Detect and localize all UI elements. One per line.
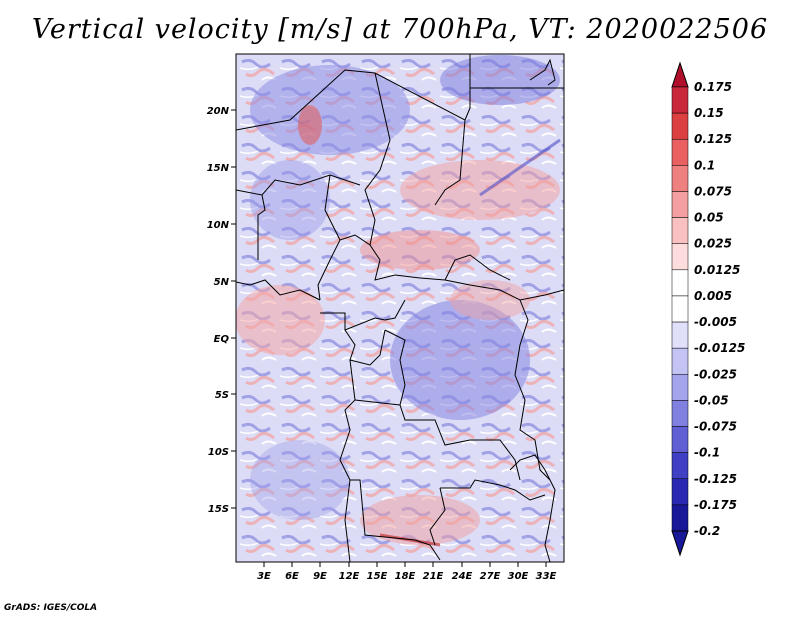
lon-tick-label: 18E	[395, 571, 416, 582]
lon-axis: 3E 6E 9E 12E 15E 18E 21E 24E 27E 30E 33E	[257, 562, 557, 582]
lon-tick-label: 3E	[257, 571, 271, 582]
colorbar: 0.175 0.15 0.125 0.1 0.075 0.05 0.025 0.0125 0.0…	[671, 61, 745, 557]
lat-tick-label: 10S	[208, 447, 229, 458]
colorbar-swatch	[671, 452, 689, 480]
colorbar-max-arrow	[671, 61, 689, 88]
grads-credit: GrADS: IGES/COLA	[4, 603, 98, 613]
lon-tick-label: 21E	[423, 571, 444, 582]
lon-tick-label: 6E	[285, 571, 299, 582]
lon-tick-label: 30E	[508, 571, 529, 582]
map-frame	[235, 53, 565, 563]
colorbar-label: 0.1	[694, 158, 715, 172]
colorbar-label: 0.05	[694, 211, 724, 225]
colorbar-swatch	[671, 138, 689, 166]
lat-tick-label: 10N	[207, 220, 230, 231]
colorbar-label: 0.15	[694, 106, 724, 120]
colorbar-swatch	[671, 295, 689, 323]
colorbar-swatch	[671, 347, 689, 375]
colorbar-swatch	[671, 86, 689, 114]
colorbar-swatch	[671, 243, 689, 271]
colorbar-label: -0.1	[694, 446, 720, 460]
colorbar-swatch	[671, 191, 689, 218]
colorbar-swatch	[671, 217, 689, 244]
lat-axis: 20N 15N 10N 5N EQ 5S 10S 15S	[207, 106, 236, 515]
colorbar-label: 0.125	[694, 132, 732, 146]
lat-tick-label: 5S	[215, 390, 229, 401]
colorbar-label: -0.2	[694, 524, 720, 538]
lat-tick-label: 15N	[207, 163, 230, 174]
colorbar-swatch	[671, 321, 689, 349]
colorbar-label: -0.175	[694, 498, 737, 512]
colorbar-label: 0.0125	[694, 263, 740, 277]
colorbar-swatch	[671, 478, 689, 506]
colorbar-swatch	[671, 400, 689, 427]
chart-title: Vertical velocity [m/s] at 700hPa, VT: 2…	[31, 14, 769, 45]
lat-tick-label: 5N	[214, 277, 230, 288]
colorbar-label: 0.075	[694, 184, 732, 198]
velocity-field	[236, 54, 564, 562]
lon-tick-label: 27E	[480, 571, 501, 582]
colorbar-label: -0.025	[694, 367, 737, 381]
colorbar-label: 0.025	[694, 237, 732, 251]
colorbar-swatch	[671, 374, 689, 401]
colorbar-swatch	[671, 165, 689, 192]
colorbar-min-arrow	[671, 530, 689, 557]
colorbar-label: -0.0125	[694, 341, 745, 355]
lat-tick-label: 15S	[208, 504, 229, 515]
colorbar-label: -0.05	[694, 393, 729, 407]
colorbar-swatch	[671, 112, 689, 140]
colorbar-swatch	[671, 504, 689, 532]
colorbar-label: -0.075	[694, 420, 737, 434]
colorbar-swatch	[671, 269, 689, 297]
country-borders	[236, 54, 564, 562]
lon-tick-label: 33E	[536, 571, 557, 582]
lon-tick-label: 12E	[339, 571, 360, 582]
lon-tick-label: 9E	[313, 571, 327, 582]
colorbar-label: -0.125	[694, 472, 737, 486]
lon-tick-label: 24E	[452, 571, 473, 582]
colorbar-label: -0.005	[694, 315, 737, 329]
lat-tick-label: EQ	[214, 334, 230, 345]
colorbar-label: 0.175	[694, 80, 732, 94]
lon-tick-label: 15E	[367, 571, 388, 582]
lat-tick-label: 20N	[207, 106, 230, 117]
colorbar-label: 0.005	[694, 289, 732, 303]
colorbar-swatch	[671, 426, 689, 453]
